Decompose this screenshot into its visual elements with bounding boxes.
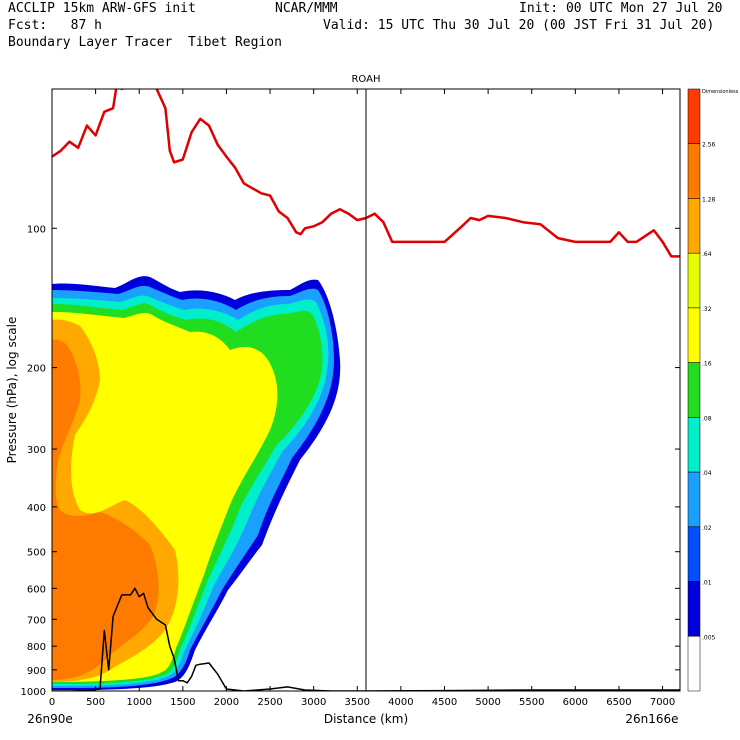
colorbar-level-label: .005 [702,634,716,641]
colorbar-level-label: .02 [702,525,712,532]
colorbar-swatch [687,307,701,363]
header-left-2: Fcst: 87 h [8,18,102,33]
x-end-label: 26n166e [625,712,678,726]
y-tick-label: 800 [27,642,46,653]
x-tick-label: 500 [86,697,105,708]
x-axis-label: Distance (km) [324,712,408,726]
header-right-1: Init: 00 UTC Mon 27 Jul 20 [519,1,723,16]
y-tick-label: 600 [27,584,46,595]
y-axis-ticks: 100 200 300 400 500 600 700 800 900 1000 [21,224,680,698]
x-tick-label: 5000 [475,697,500,708]
y-tick-label: 1000 [21,687,46,698]
tropopause-line [52,89,680,258]
x-tick-label: 2500 [257,697,282,708]
colorbar-level-label: 1.28 [702,196,716,203]
terrain-layer [52,587,680,691]
colorbar-swatch [687,252,701,309]
x-tick-label: 4500 [432,697,457,708]
colorbar-level-label: .16 [702,361,712,368]
y-tick-label: 900 [27,666,46,677]
colorbar-level-label: .32 [702,306,712,313]
x-tick-label: 5500 [519,697,544,708]
colorbar-swatch [687,417,701,473]
x-tick-label: 3000 [301,697,326,708]
header-left-3: Boundary Layer Tracer Tibet Region [8,35,282,50]
x-tick-label: 6500 [606,697,631,708]
colorbar-swatch [687,362,701,418]
plume-level-6 [52,339,159,680]
colorbar-swatch [687,198,701,254]
chart-title: ROAH [351,74,380,85]
colorbar-swatch [687,88,701,144]
x-tick-label: 3500 [345,697,370,708]
y-tick-label: 100 [27,224,46,235]
colorbar-swatch [687,471,701,528]
y-tick-label: 700 [27,615,46,626]
y-tick-label: 200 [27,364,46,375]
colorbar-swatch [687,526,701,582]
colorbar-level-label: .04 [702,470,712,477]
x-tick-label: 4000 [388,697,413,708]
header-left-1: ACCLIP 15km ARW-GFS init [8,1,196,16]
terrain-line [52,587,680,691]
x-tick-label: 0 [49,697,55,708]
x-tick-label: 2000 [214,697,239,708]
colorbar-level-label: .64 [702,251,712,258]
header-right-2: Valid: 15 UTC Thu 30 Jul 20 (00 JST Fri … [323,18,715,33]
colorbar-swatch [687,636,701,692]
colorbar-level-label: 2.56 [702,142,716,149]
x-tick-label: 7000 [650,697,675,708]
x-axis-ticks: 0 500 1000 1500 2000 2500 3000 3500 4000 4500 5000… [49,89,675,708]
y-tick-label: 500 [27,548,46,559]
y-tick-label: 300 [27,445,46,456]
x-start-label: 26n90e [27,712,73,726]
tropopause-layer [52,89,680,258]
plot-frame [51,88,681,692]
y-axis-label: Pressure (hPa), log scale [5,317,19,464]
x-tick-label: 1500 [170,697,195,708]
colorbar-level-label: .08 [702,415,712,422]
x-tick-label: 6000 [563,697,588,708]
colorbar-top-label: Dimensionless [702,89,739,95]
tracer-plume [52,276,341,690]
colorbar: Dimensionless 2.56 1.28 .64 .32 .16 .08 .04 .02.… [687,88,739,692]
header-center-1: NCAR/MMM [275,1,338,16]
x-tick-label: 1000 [126,697,151,708]
y-tick-label: 400 [27,503,46,514]
colorbar-level-label: .01 [702,580,712,587]
colorbar-swatch [687,581,701,637]
colorbar-swatch [687,143,701,199]
